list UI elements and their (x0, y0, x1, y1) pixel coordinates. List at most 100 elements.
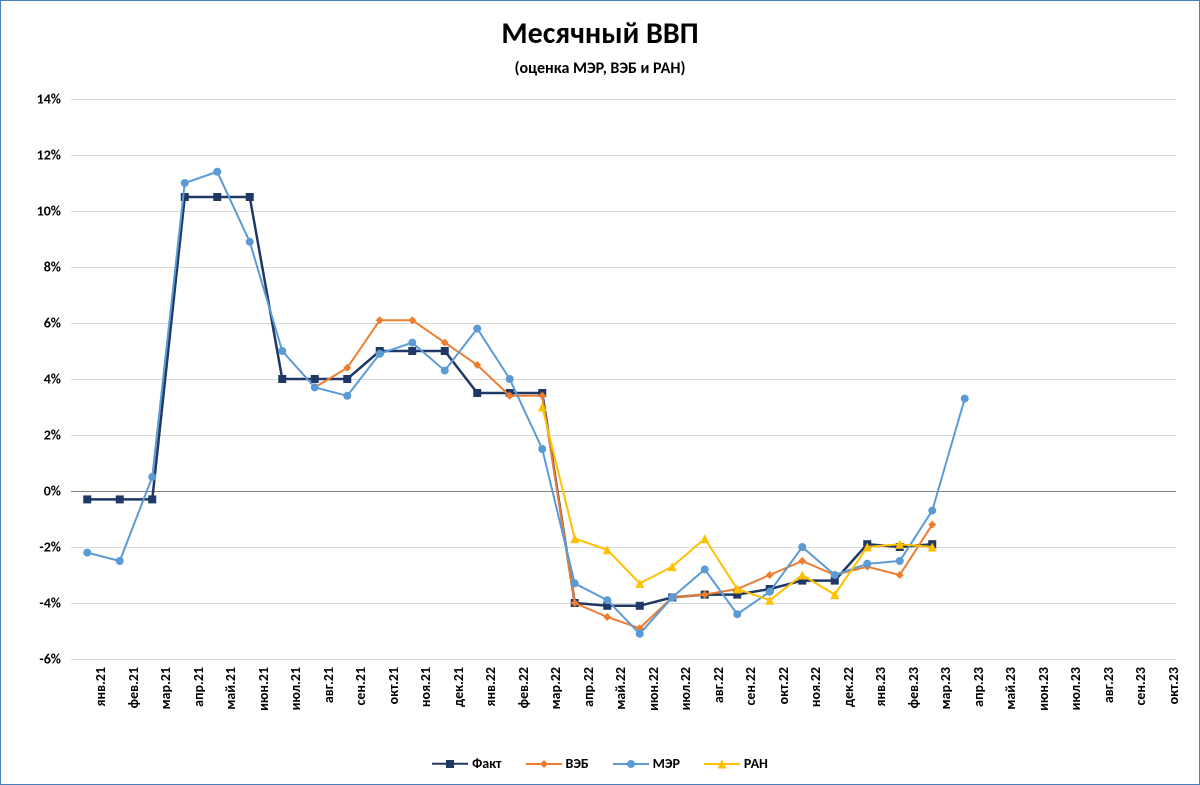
marker-triangle (570, 534, 579, 543)
y-axis-label: -6% (39, 651, 61, 668)
x-axis-label: апр.23 (970, 667, 987, 707)
marker-circle (311, 383, 319, 391)
x-axis-label: дек.21 (450, 667, 467, 707)
x-axis-label: окт.21 (385, 667, 402, 704)
x-axis-label: июл.21 (287, 667, 304, 710)
x-axis-label: янв.23 (872, 667, 889, 706)
x-axis-label: янв.22 (482, 667, 499, 706)
legend-swatch (526, 757, 562, 771)
marker-square (246, 193, 254, 201)
marker-circle (701, 565, 709, 573)
legend-swatch (613, 757, 649, 771)
legend: ФактВЭБМЭРРАН (1, 755, 1199, 772)
legend-item: МЭР (613, 755, 680, 772)
x-axis-label: апр.22 (580, 667, 597, 707)
x-axis-label: авг.21 (320, 667, 337, 703)
x-axis-label: дек.22 (840, 667, 857, 707)
x-axis-label: мар.21 (157, 667, 174, 709)
gridline (71, 659, 1176, 660)
chart-title: Месячный ВВП (1, 15, 1199, 52)
x-axis-label: июл.22 (677, 667, 694, 710)
y-axis-label: -4% (39, 595, 61, 612)
marker-square (116, 495, 124, 503)
marker-circle (668, 593, 676, 601)
legend-label: РАН (744, 755, 768, 772)
series-line (87, 172, 965, 634)
legend-swatch (432, 757, 468, 771)
y-axis-label: 12% (37, 147, 61, 164)
marker-circle (928, 507, 936, 515)
x-axis-label: мар.23 (937, 667, 954, 709)
marker-square (441, 347, 449, 355)
y-axis-label: 8% (44, 259, 61, 276)
y-axis-label: 2% (44, 427, 61, 444)
marker-circle (766, 588, 774, 596)
x-axis-label: май.23 (1002, 667, 1019, 710)
marker-circle (246, 238, 254, 246)
marker-square (311, 375, 319, 383)
legend-item: РАН (704, 755, 768, 772)
marker-square (83, 495, 91, 503)
marker-circle (961, 395, 969, 403)
x-axis-label: ноя.21 (417, 667, 434, 707)
marker-square (408, 347, 416, 355)
x-axis-label: авг.23 (1100, 667, 1117, 703)
y-axis-label: 6% (44, 315, 61, 332)
chart-subtitle: (оценка МЭР, ВЭБ и РАН) (1, 59, 1199, 78)
marker-circle (538, 445, 546, 453)
marker-square (446, 760, 454, 768)
marker-triangle (700, 534, 709, 543)
y-axis-label: -2% (39, 539, 61, 556)
x-axis-label: фев.21 (125, 667, 142, 708)
x-axis-label: мар.22 (547, 667, 564, 709)
x-axis-label: июн.23 (1035, 667, 1052, 711)
marker-circle (863, 560, 871, 568)
x-axis-label: апр.21 (190, 667, 207, 707)
marker-square (473, 389, 481, 397)
marker-circle (213, 168, 221, 176)
marker-circle (83, 549, 91, 557)
x-axis-label: фев.23 (905, 667, 922, 708)
y-axis-label: 4% (44, 371, 61, 388)
marker-square (148, 495, 156, 503)
x-axis-label: окт.23 (1165, 667, 1182, 704)
chart-container: Месячный ВВП (оценка МЭР, ВЭБ и РАН) -6%… (0, 0, 1200, 785)
series-line (542, 407, 932, 600)
marker-square (278, 375, 286, 383)
x-axis-label: фев.22 (515, 667, 532, 708)
x-axis-label: сен.22 (742, 667, 759, 705)
marker-circle (148, 473, 156, 481)
y-axis-label: 14% (37, 91, 61, 108)
x-axis-label: сен.23 (1132, 667, 1149, 705)
x-axis-label: май.21 (222, 667, 239, 710)
x-axis-label: май.22 (612, 667, 629, 710)
marker-circle (571, 579, 579, 587)
legend-item: Факт (432, 755, 501, 772)
marker-circle (733, 610, 741, 618)
marker-triangle (717, 759, 726, 768)
marker-circle (278, 347, 286, 355)
y-axis-label: 0% (44, 483, 61, 500)
x-axis-label: июн.22 (645, 667, 662, 711)
marker-triangle (603, 545, 612, 554)
marker-circle (116, 557, 124, 565)
marker-diamond (603, 613, 611, 621)
x-axis-label: июл.23 (1067, 667, 1084, 710)
marker-square (636, 602, 644, 610)
legend-label: Факт (472, 755, 501, 772)
marker-circle (831, 571, 839, 579)
marker-circle (473, 325, 481, 333)
marker-circle (181, 179, 189, 187)
marker-square (213, 193, 221, 201)
marker-square (343, 375, 351, 383)
marker-diamond (540, 760, 548, 768)
marker-circle (798, 543, 806, 551)
plot-area: -6%-4%-2%0%2%4%6%8%10%12%14%янв.21фев.21… (71, 99, 1176, 659)
x-axis-label: янв.21 (92, 667, 109, 706)
legend-label: МЭР (653, 755, 680, 772)
marker-circle (603, 596, 611, 604)
marker-circle (376, 350, 384, 358)
marker-diamond (766, 571, 774, 579)
series-line (315, 320, 933, 628)
x-axis-label: сен.21 (352, 667, 369, 705)
